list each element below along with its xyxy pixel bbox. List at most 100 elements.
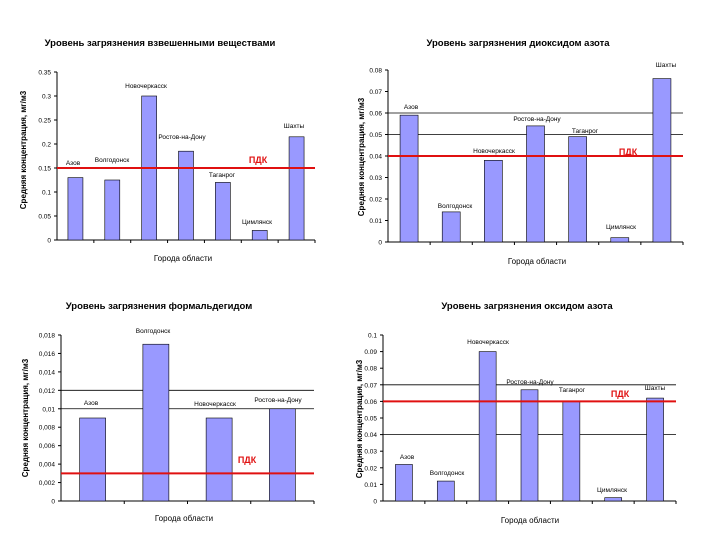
y-tick-label: 0.09: [364, 349, 377, 356]
y-tick-label: 0.07: [369, 89, 382, 96]
category-label: Азов: [66, 160, 81, 167]
chart-title: Уровень загрязнения диоксидом азота: [426, 38, 610, 49]
bar-6: [604, 497, 623, 502]
category-label: Новочеркасск: [194, 401, 236, 408]
y-axis-label: Средняя концентрация, мг/м3: [21, 358, 30, 477]
bar-7: [646, 397, 664, 502]
y-tick-label: 0,016: [39, 351, 56, 358]
y-tick-label: 0.04: [364, 432, 377, 439]
chart-4: Уровень загрязнения оксидом азота 0 0.01 0.…: [355, 301, 677, 525]
y-tick-label: 0.03: [369, 175, 382, 182]
y-tick-label: 0,002: [39, 480, 56, 487]
category-label: Азов: [400, 454, 415, 461]
x-axis-label: Города области: [155, 514, 213, 523]
bar-4: [178, 150, 194, 241]
y-tick-label: 0.05: [38, 214, 51, 221]
y-tick-label: 0,01: [42, 406, 55, 413]
bar-4: [520, 389, 539, 502]
y-tick-label: 0: [378, 240, 382, 247]
y-tick-label: 0.04: [369, 154, 382, 161]
pdk-label: ПДК: [619, 147, 638, 157]
category-label: Таганрог: [559, 387, 586, 394]
category-label: Ростов-на-Дону: [506, 379, 554, 386]
category-label: Новочеркасск: [125, 83, 167, 90]
y-axis-label: Средняя концентрация, мг/м3: [19, 90, 28, 209]
chart-2: Уровень загрязнения диоксидом азота 0 0.01…: [357, 38, 684, 266]
category-label: Волгодонск: [136, 328, 171, 335]
category-label: Ростов-на-Дону: [254, 397, 302, 404]
y-tick-label: 0.1: [42, 190, 51, 197]
bar-2: [142, 343, 170, 502]
chart-title: Уровень загрязнения формальдегидом: [66, 301, 253, 312]
y-tick-label: 0,012: [39, 388, 56, 395]
y-tick-label: 0,004: [39, 462, 56, 469]
bar-1: [67, 177, 84, 241]
chart-3: Уровень загрязнения формальдегидом 0 0,002…: [21, 301, 315, 523]
category-label: Азов: [404, 104, 419, 111]
x-axis-label: Города области: [154, 254, 212, 263]
category-label: Волгодонск: [430, 470, 465, 477]
y-tick-label: 0.15: [38, 166, 51, 173]
y-tick-label: 0.02: [364, 465, 377, 472]
y-tick-label: 0.08: [369, 68, 382, 75]
bar-7: [652, 78, 672, 243]
category-label: Волгодонск: [95, 157, 130, 164]
category-label: Волгодонск: [438, 203, 473, 210]
y-tick-label: 0.35: [38, 70, 51, 77]
bar-2: [441, 211, 461, 243]
bar-6: [251, 230, 268, 241]
bar-1: [395, 464, 413, 502]
y-tick-label: 0.01: [369, 218, 382, 225]
chart-1: Уровень загрязнения взвешенными вещества…: [19, 38, 316, 263]
y-tick-label: 0.07: [364, 382, 377, 389]
bar-5: [562, 401, 581, 502]
category-label: Новочеркасск: [467, 339, 509, 346]
category-label: Цимлянск: [242, 219, 272, 226]
y-tick-label: 0.06: [369, 111, 382, 118]
y-tick-label: 0.01: [364, 482, 377, 489]
y-tick-label: 0,018: [39, 333, 56, 340]
bar-2: [436, 480, 455, 502]
bar-4: [526, 125, 545, 243]
bar-3: [484, 160, 503, 243]
y-tick-label: 0: [47, 238, 51, 245]
y-axis-label: Средняя концентрация, мг/м3: [357, 97, 366, 216]
y-tick-label: 0.25: [38, 118, 51, 125]
y-tick-label: 0: [373, 499, 377, 506]
category-label: Новочеркасск: [473, 148, 515, 155]
y-tick-label: 0,014: [39, 369, 56, 376]
y-tick-label: 0,008: [39, 425, 56, 432]
bar-6: [610, 237, 630, 243]
bar-3: [205, 417, 233, 502]
bar-7: [288, 136, 305, 241]
chart-title: Уровень загрязнения взвешенными вещества…: [45, 38, 276, 49]
y-tick-label: 0.06: [364, 399, 377, 406]
bar-1: [79, 417, 106, 502]
y-tick-label: 0.03: [364, 449, 377, 456]
bar-5: [215, 182, 231, 241]
y-axis-label: Средняя концентрация, мг/м3: [355, 359, 364, 478]
y-tick-label: 0,006: [39, 443, 56, 450]
pdk-label: ПДК: [249, 155, 268, 165]
pdk-label: ПДК: [238, 455, 257, 465]
bar-5: [568, 136, 587, 243]
category-label: Шахты: [284, 123, 305, 130]
category-label: Таганрог: [209, 172, 236, 179]
bar-3: [478, 351, 497, 502]
bar-1: [399, 114, 419, 243]
bar-2: [104, 179, 121, 241]
y-tick-label: 0.2: [42, 142, 51, 149]
y-tick-label: 0.02: [369, 197, 382, 204]
category-label: Цимлянск: [597, 487, 627, 494]
bar-4: [269, 408, 296, 502]
y-tick-label: 0.08: [364, 366, 377, 373]
category-label: Азов: [84, 400, 99, 407]
category-label: Таганрог: [572, 128, 599, 135]
x-axis-label: Города области: [508, 257, 566, 266]
category-label: Цимлянск: [606, 224, 636, 231]
y-tick-label: 0.1: [368, 333, 377, 340]
y-tick-label: 0.05: [364, 416, 377, 423]
pdk-label: ПДК: [611, 389, 630, 399]
y-tick-label: 0.05: [369, 132, 382, 139]
